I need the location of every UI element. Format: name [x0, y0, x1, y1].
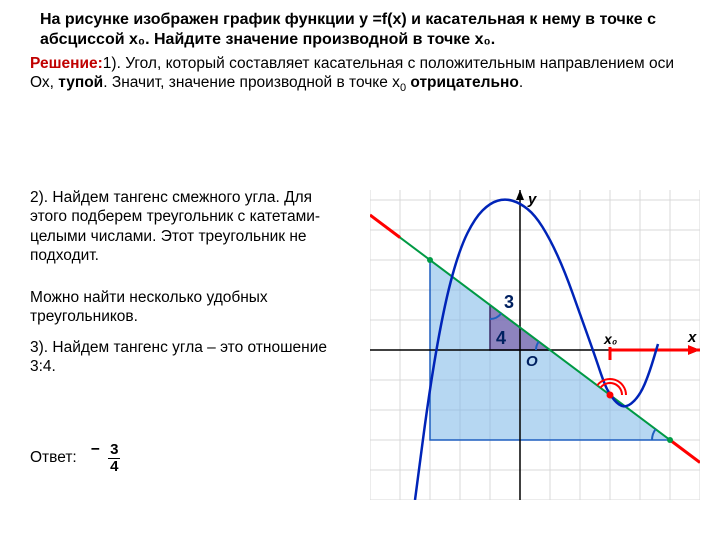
solution-step-2b: Можно найти несколько удобных треугольни…: [30, 288, 330, 327]
tangent-point: [607, 392, 614, 399]
y-axis-label: y: [527, 191, 537, 208]
svg-text:4: 4: [496, 328, 506, 348]
step1-text-b: . Значит, значение производной в точке x: [103, 74, 400, 91]
origin-label: O: [526, 353, 538, 370]
answer-sign: −: [91, 441, 100, 458]
answer-block: Ответ: − 3 4: [30, 440, 250, 475]
answer-numerator: 3: [108, 442, 120, 459]
graph-chart: Ox y x₀ 3 4: [370, 190, 700, 500]
x-axis-label: x: [687, 329, 697, 346]
step1-bold-2: отрицательно: [410, 74, 518, 91]
solution-label: Решение:: [30, 55, 103, 72]
solution-step-3: 3). Найдем тангенс угла – это отношение …: [30, 338, 330, 377]
answer-fraction: 3 4: [108, 442, 120, 475]
step1-text-d: .: [519, 74, 523, 91]
answer-denominator: 4: [108, 459, 120, 475]
x0-label: x₀: [603, 331, 618, 347]
solution-step-1: Решение:1). Угол, который составляет кас…: [0, 52, 720, 96]
answer-label: Ответ:: [30, 448, 77, 467]
step1-bold-1: тупой: [58, 74, 103, 91]
solution-step-2: 2). Найдем тангенс смежного угла. Для эт…: [30, 188, 330, 266]
problem-statement: На рисунке изображен график функции y =f…: [0, 0, 720, 52]
svg-text:3: 3: [504, 292, 514, 312]
